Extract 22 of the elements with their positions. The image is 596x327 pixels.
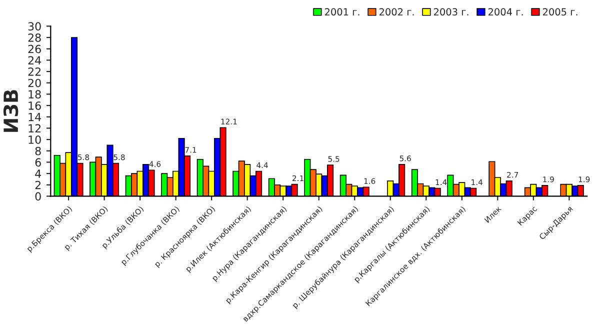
y-tick-label: 26 [28, 44, 41, 54]
y-tick-label: 8 [35, 146, 41, 156]
y-tick-label: 0 [35, 192, 41, 201]
y-tick-label: 14 [28, 112, 42, 122]
y-axis-title: ИЗВ [3, 90, 18, 132]
legend-label: 2002 г. [379, 8, 414, 16]
y-tick-label: 22 [28, 67, 41, 76]
y-tick-label: 28 [28, 33, 41, 42]
y-tick-label: 30 [28, 22, 41, 31]
y-tick-label: 10 [28, 135, 41, 144]
legend-label: 2005 г. [542, 8, 578, 16]
y-tick-label: 24 [28, 56, 42, 64]
y-tick-label: 4 [35, 170, 42, 178]
legend-label: 2003 г. [434, 8, 468, 16]
y-tick-label: 12 [28, 124, 41, 132]
y-tick-label: 6 [35, 158, 41, 167]
y-tick-label: 2 [35, 180, 41, 190]
y-tick-label: 18 [28, 90, 41, 99]
legend-label: 2001 г. [324, 8, 360, 16]
y-tick-label: 16 [28, 101, 41, 110]
legend-label: 2004 г. [488, 8, 523, 16]
y-tick-label: 20 [28, 78, 41, 88]
